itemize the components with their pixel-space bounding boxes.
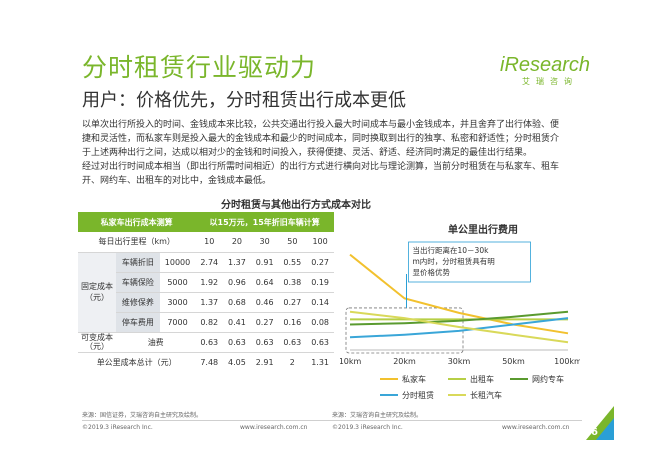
fixed-row-amount: 7000 (159, 312, 196, 333)
body-paragraph: 以单次出行所投入的时间、金钱成本来比较，公共交通出行投入最大时间成本与最小金钱成… (82, 118, 582, 188)
value-cell: 0.63 (306, 332, 334, 353)
total-cell: 4.05 (223, 351, 251, 372)
value-cell: 0.63 (195, 332, 224, 353)
legend-label: 出租车 (470, 374, 494, 384)
x-tick-label: 50km (502, 357, 525, 366)
value-cell: 0.55 (278, 252, 307, 273)
table-section-title: 分时租赁与其他出行方式成本对比 (221, 200, 371, 211)
value-cell: 1.37 (223, 252, 251, 273)
fixed-row-label: 车辆折旧 (116, 252, 160, 273)
x-tick-label: 20km (393, 357, 416, 366)
fixed-row-label: 维修保养 (116, 292, 160, 313)
source-note-left: 来源：国信证券，艾瑞咨询自主研究及绘制。 (82, 412, 203, 419)
body-line: 于上述两种出行之间，达成以相对少的金钱和时间投入，获得便捷、灵活、舒适、经济同时… (82, 148, 533, 158)
series-line (349, 310, 569, 326)
value-cell: 0.46 (250, 292, 279, 313)
x-tick-label: 100km (554, 357, 580, 366)
value-cell: 0.63 (250, 332, 279, 353)
value-cell: 0.68 (223, 292, 251, 313)
value-cell: 0.27 (278, 292, 307, 313)
distance-cell: 30 (250, 232, 279, 253)
value-cell: 0.14 (306, 292, 334, 313)
variable-cost-group-label: 可变成本 （元） (78, 332, 116, 353)
badge-shape-blue (596, 418, 614, 440)
fixed-row-label: 车辆保险 (116, 272, 160, 293)
fixed-row-amount: 3000 (159, 292, 196, 313)
legend-label: 私家车 (402, 374, 426, 384)
value-cell: 0.08 (306, 312, 334, 333)
annotation-text: 显价格优势 (413, 267, 451, 277)
distance-cell: 100 (306, 232, 334, 253)
cost-table: 私家车出行成本测算 以15万元，15年折旧车辆计算 每日出行里程（km） 10 … (78, 212, 334, 372)
value-cell: 0.27 (306, 252, 334, 273)
value-cell: 0.96 (223, 272, 251, 293)
page-number: 16 (584, 427, 598, 438)
footer-copyright-right: ©2019.3 iResearch Inc. (332, 424, 403, 431)
page-subtitle: 用户：价格优先，分时租赁出行成本更低 (82, 90, 406, 111)
logo-sub: 艾瑞咨询 (522, 77, 578, 86)
value-cell: 1.92 (195, 272, 224, 293)
fixed-cost-group-label: 固定成本 （元） (78, 252, 116, 333)
body-line: 开、网约车、出租车的对比中，金钱成本最低。 (82, 176, 272, 186)
fixed-row-label: 停车费用 (116, 312, 160, 333)
value-cell: 0.41 (223, 312, 251, 333)
value-cell: 2.74 (195, 252, 224, 273)
total-cell: 2 (278, 351, 307, 372)
fixed-row-amount: 10000 (159, 252, 196, 273)
total-cell: 7.48 (195, 351, 224, 372)
distance-cell: 10 (195, 232, 224, 253)
page-title: 分时租赁行业驱动力 (82, 53, 317, 82)
total-cell: 2.91 (250, 351, 279, 372)
value-cell: 1.37 (195, 292, 224, 313)
table-header-right: 以15万元，15年折旧车辆计算 (195, 212, 334, 232)
body-line: 捷和灵活性，而私家车则是投入最大的金钱成本和最少的时间成本，同时换取到出行的独享… (82, 134, 560, 144)
logo-brand: iResearch (500, 54, 591, 76)
value-cell: 0.27 (250, 312, 279, 333)
value-cell: 0.16 (278, 312, 307, 333)
iresearch-logo: iResearch 艾瑞咨询 (500, 54, 591, 86)
daily-distance-label: 每日出行里程（km） (78, 232, 196, 253)
legend-label: 长租汽车 (470, 390, 502, 400)
value-cell: 0.63 (278, 332, 307, 353)
distance-cell: 50 (278, 232, 307, 253)
legend-label: 分时租赁 (402, 390, 434, 400)
total-label: 单公里成本总计（元） (78, 351, 196, 372)
annotation-box (408, 241, 531, 283)
body-line: 经过对出行时间成本相当（即出行所需时间相近）的出行方式进行横向对比与理论测算，当… (82, 162, 560, 172)
footer-url-right: www.iresearch.com.cn (502, 424, 570, 431)
value-cell: 0.63 (223, 332, 251, 353)
series-line (349, 317, 569, 339)
legend-label: 网约专车 (532, 374, 564, 384)
source-note-right: 来源：艾瑞咨询自主研究及绘制。 (332, 412, 423, 419)
value-cell: 0.19 (306, 272, 334, 293)
series-line (349, 310, 569, 344)
value-cell: 0.64 (250, 272, 279, 293)
x-tick-label: 30km (448, 357, 471, 366)
table-header-left: 私家车出行成本测算 (78, 212, 196, 232)
total-cell: 1.31 (306, 351, 334, 372)
fixed-row-amount: 5000 (159, 272, 196, 293)
annotation-text: m内时，分时租赁具有明 (413, 256, 495, 266)
value-cell: 0.82 (195, 312, 224, 333)
footer-divider (82, 420, 582, 421)
value-cell: 0.91 (250, 252, 279, 273)
footer-copyright-left: ©2019.3 iResearch Inc. (82, 424, 153, 431)
highlight-box (345, 307, 464, 354)
chart-title: 单公里出行费用 (448, 225, 518, 236)
body-line: 以单次出行所投入的时间、金钱成本来比较，公共交通出行投入最大时间成本与最小金钱成… (82, 120, 560, 130)
x-tick-label: 10km (340, 357, 362, 366)
line-chart: 10km 20km 30km 50km 100km 当出行距离在10－30km内时，分时租… (340, 241, 580, 400)
distance-cell: 20 (223, 232, 251, 253)
page-badge (586, 406, 614, 440)
annotation-text: 当出行距离在10－30k (413, 245, 490, 255)
value-cell: 0.38 (278, 272, 307, 293)
footer-url-left: www.iresearch.com.cn (240, 424, 308, 431)
series-line (349, 253, 569, 335)
variable-row-label: 油费 (116, 332, 196, 353)
